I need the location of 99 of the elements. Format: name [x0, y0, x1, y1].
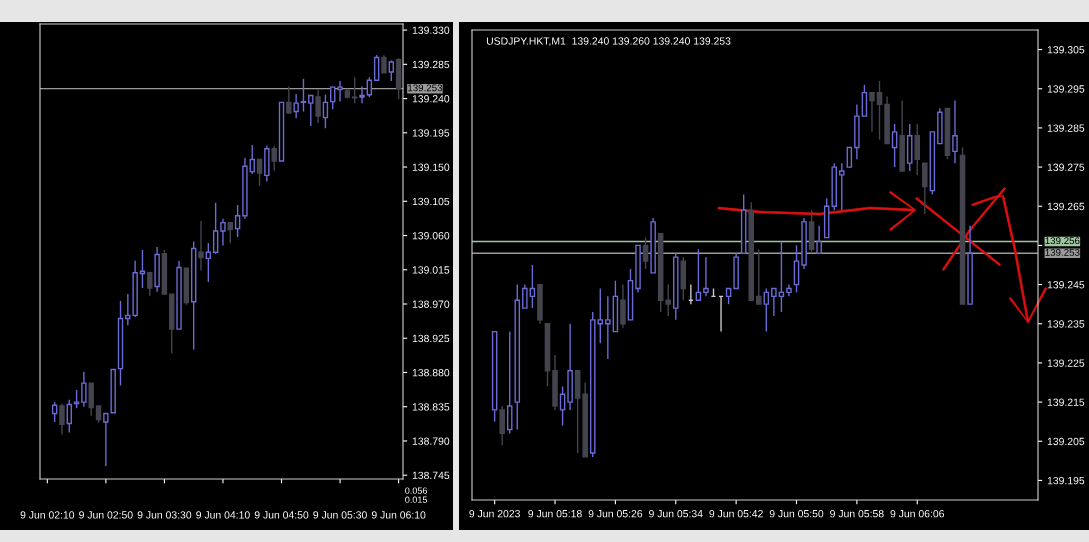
candlestick	[778, 240, 785, 313]
candlestick	[315, 88, 321, 124]
candlestick	[665, 283, 671, 317]
candlestick	[73, 389, 80, 409]
y-tick-label: 138.925	[412, 334, 450, 343]
x-tick-label: 9 Jun 05:58	[830, 510, 884, 518]
y-tick-label: 139.285	[412, 60, 450, 69]
candlestick	[212, 202, 219, 255]
candlestick	[234, 204, 241, 238]
x-tick-label: 9 Jun 05:42	[709, 510, 763, 518]
candlestick	[359, 85, 365, 104]
y-tick-label: 139.105	[412, 197, 450, 206]
x-tick-label: 9 Jun 05:34	[649, 510, 703, 518]
x-tick-label: 9 Jun 05:18	[528, 510, 582, 518]
y-tick-label: 138.880	[412, 368, 450, 377]
candlestick	[861, 84, 868, 117]
candlestick	[198, 220, 204, 272]
candlestick	[605, 295, 611, 360]
ref-line-label: 139.256	[1045, 237, 1080, 245]
candlestick	[300, 78, 307, 113]
candlestick	[839, 162, 845, 211]
candlestick	[506, 330, 513, 435]
candlestick	[81, 371, 87, 408]
y-tick-label: 139.225	[1047, 359, 1085, 367]
candlestick	[249, 144, 255, 175]
x-tick-label: 9 Jun 04:10	[196, 511, 250, 519]
candlestick	[876, 80, 883, 141]
candlestick	[771, 287, 777, 317]
candlestick	[227, 221, 233, 244]
candlestick	[308, 94, 314, 127]
y-tick-label: 139.215	[1047, 398, 1085, 406]
y-tick-label: 139.285	[1047, 124, 1085, 132]
x-tick-label: 9 Jun 05:50	[769, 510, 824, 518]
candlestick	[869, 91, 875, 133]
y-tick-label: 139.150	[412, 163, 450, 171]
candlestick	[846, 146, 853, 168]
candlestick	[322, 94, 329, 129]
candlestick	[695, 248, 702, 301]
y-tick-label: 138.970	[412, 300, 450, 308]
candlestick	[891, 123, 898, 168]
candlestick	[103, 412, 109, 467]
y-tick-label: 139.245	[1047, 281, 1085, 289]
ref-line-label: 139.253	[1045, 248, 1080, 256]
y-tick-label: 139.060	[412, 232, 450, 240]
y-tick-label: 139.295	[1047, 85, 1085, 93]
candlestick	[703, 256, 709, 298]
candlestick	[351, 76, 358, 104]
candlestick	[597, 287, 604, 345]
candlestick	[66, 399, 72, 434]
y-tick-label: 138.790	[412, 437, 450, 445]
candlestick	[499, 405, 505, 446]
x-tick-label: 9 Jun 02:50	[79, 511, 133, 519]
candlestick	[914, 123, 921, 176]
text: 0.015	[405, 496, 428, 503]
candlestick	[147, 272, 153, 297]
candlestick	[756, 248, 762, 305]
x-tick-label: 9 Jun 04:50	[254, 511, 309, 519]
y-tick-label: 139.195	[412, 129, 450, 137]
candlestick	[620, 283, 626, 329]
y-tick-label: 139.235	[1047, 320, 1085, 328]
candlestick	[816, 225, 822, 254]
x-tick-label: 9 Jun 06:06	[890, 510, 945, 518]
candlestick	[529, 264, 536, 309]
text: USDJPY.HKT,M1 139.240 139.260 139.240 139.253	[486, 37, 731, 46]
candlestick	[330, 85, 336, 110]
x-tick-label: 9 Jun 02:10	[20, 511, 75, 519]
y-tick-label: 139.265	[1047, 202, 1085, 211]
y-tick-label: 139.015	[412, 266, 450, 274]
y-tick-label: 138.835	[412, 403, 450, 411]
candlestick	[256, 158, 263, 187]
candlestick	[286, 85, 292, 114]
y-tick-label: 139.275	[1047, 163, 1085, 171]
y-tick-label: 138.745	[412, 471, 450, 480]
candlestick	[205, 242, 212, 283]
candlestick	[373, 54, 380, 82]
text: 0.056	[405, 487, 428, 494]
ref-line-label: 139.253	[408, 84, 443, 92]
x-tick-label: 9 Jun 06:10	[371, 511, 426, 519]
x-tick-label: 9 Jun 03:30	[137, 511, 192, 519]
candlestick	[922, 162, 928, 215]
y-tick-label: 139.205	[1047, 437, 1085, 446]
candlestick	[220, 218, 226, 247]
candlestick	[559, 385, 566, 427]
y-tick-label: 139.330	[412, 26, 450, 34]
candlestick	[642, 236, 649, 270]
candlestick	[337, 80, 343, 103]
candlestick	[522, 283, 528, 309]
candlestick	[59, 402, 65, 436]
x-tick-label: 9 Jun 2023	[469, 510, 520, 518]
candlestick	[293, 93, 299, 120]
candlestick	[952, 99, 958, 164]
candlestick	[271, 145, 277, 172]
candlestick	[793, 244, 800, 294]
y-tick-label: 139.240	[412, 95, 450, 103]
x-tick-label: 9 Jun 05:30	[313, 511, 367, 519]
y-tick-label: 139.195	[1047, 476, 1085, 485]
candlestick	[763, 287, 770, 333]
y-tick-label: 139.305	[1047, 46, 1085, 54]
x-tick-label: 9 Jun 05:26	[588, 510, 643, 518]
